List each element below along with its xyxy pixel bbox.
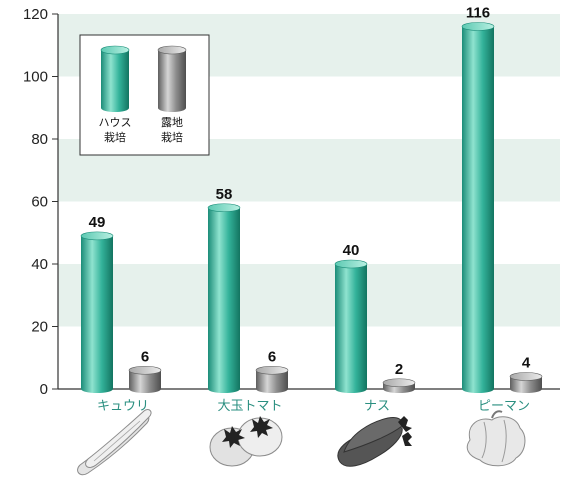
category-label: 大玉トマト <box>217 399 282 414</box>
category-label: ピーマン <box>478 399 530 414</box>
legend-box <box>79 34 210 156</box>
bar-base <box>383 385 415 393</box>
value-label: 58 <box>216 186 233 203</box>
legend-swatch-base <box>101 104 129 112</box>
bar-cap <box>382 378 416 388</box>
eggplant-illustration <box>337 416 412 467</box>
category-label: ナス <box>364 399 390 414</box>
green-pepper-illustration <box>466 410 526 467</box>
y-tick-label: 0 <box>40 381 48 398</box>
bar-base <box>510 385 542 393</box>
bar-base <box>335 385 367 393</box>
bar-base <box>81 385 113 393</box>
bar <box>208 207 240 389</box>
bar-cap <box>255 365 289 375</box>
value-label: 40 <box>343 242 360 259</box>
legend-label: ハウス <box>99 116 132 129</box>
y-tick-label: 100 <box>23 69 48 86</box>
value-label: 116 <box>466 5 490 22</box>
bar-cap <box>207 203 241 213</box>
bar <box>81 235 113 389</box>
y-tick-label: 80 <box>31 131 48 148</box>
tomato-illustration <box>209 416 283 467</box>
y-tick-label: 40 <box>31 256 48 273</box>
bar <box>256 370 288 389</box>
category-label: キュウリ <box>97 399 149 414</box>
y-tick-label: 60 <box>31 194 48 211</box>
bar-base <box>208 385 240 393</box>
legend-label: 栽培 <box>161 130 183 144</box>
legend-swatch-cap <box>157 45 187 55</box>
bar-cap <box>128 365 162 375</box>
category-labels: キュウリ 大玉トマト ナス ピーマン <box>97 399 530 414</box>
bar-cap <box>80 231 114 241</box>
cucumber-illustration <box>77 409 152 476</box>
value-label: 6 <box>268 348 276 365</box>
legend-swatch <box>101 50 129 108</box>
y-tick-label: 20 <box>31 319 48 336</box>
bar-cap <box>461 22 495 31</box>
legend-label: 栽培 <box>104 130 126 144</box>
value-label: 49 <box>89 214 106 231</box>
bar-cap <box>509 372 543 381</box>
bar-cap <box>334 259 368 269</box>
bar <box>335 264 367 389</box>
value-label: 2 <box>395 361 403 378</box>
bar <box>129 370 161 389</box>
legend-swatch <box>158 50 186 108</box>
value-label: 4 <box>522 355 531 372</box>
legend-label: 露地 <box>161 116 183 129</box>
y-axis: 0 20 40 60 80 100 120 <box>23 6 58 398</box>
legend-swatch-base <box>158 104 186 112</box>
value-label: 6 <box>141 348 149 365</box>
bar-base <box>462 385 494 393</box>
y-tick-label: 120 <box>23 6 48 23</box>
bar-base <box>129 385 161 393</box>
legend-swatch-cap <box>100 45 130 55</box>
bar <box>462 26 494 389</box>
bars: 49 6 58 6 40 2 116 4 <box>80 5 543 393</box>
bar-base <box>256 385 288 393</box>
